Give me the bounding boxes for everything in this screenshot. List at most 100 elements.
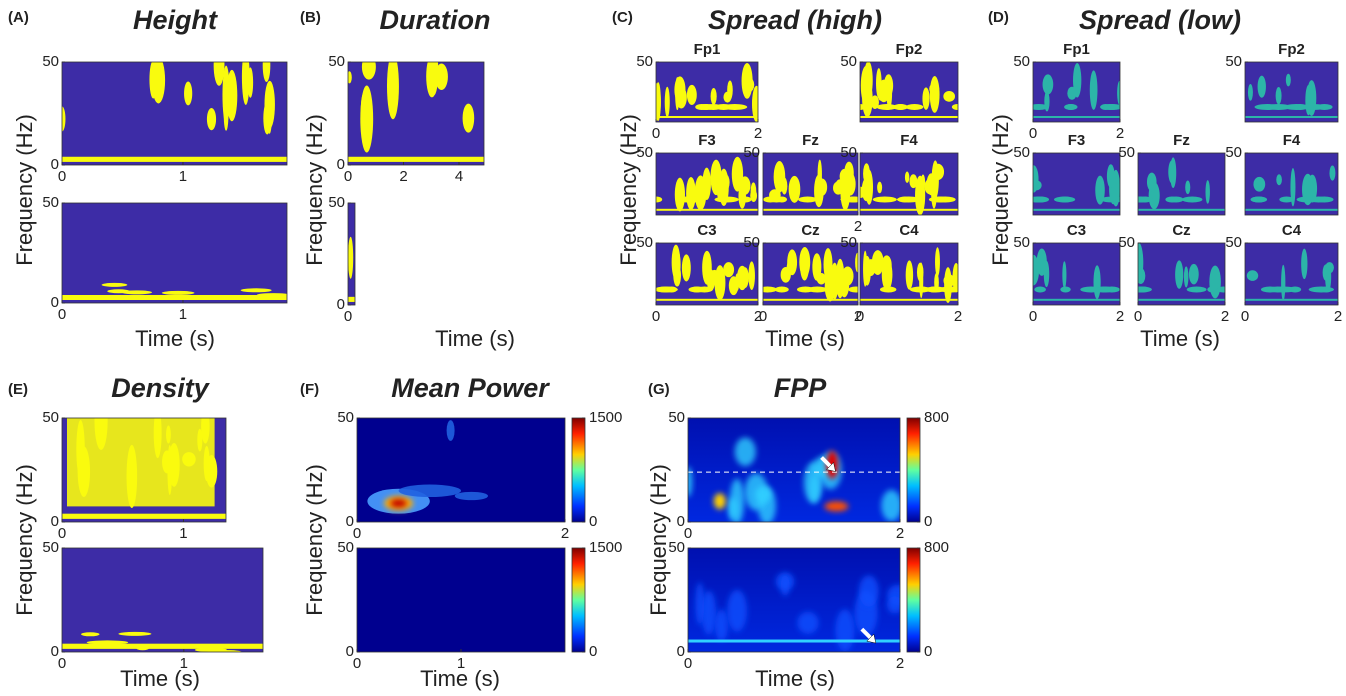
heatmap-blob xyxy=(727,589,748,632)
heatmap-blob xyxy=(1080,286,1103,293)
heatmap-blob xyxy=(909,286,932,293)
heatmap-blob xyxy=(788,175,801,203)
heatmap-blob xyxy=(729,478,745,522)
heatmap-blob xyxy=(1279,196,1294,203)
plot xyxy=(656,153,758,215)
arrow-head xyxy=(866,633,877,644)
heatmap-blob xyxy=(656,196,663,203)
heatmap-blob xyxy=(688,286,706,293)
colorbar xyxy=(571,417,586,523)
heatmap-blob xyxy=(207,649,242,652)
plot-frame xyxy=(1032,61,1121,123)
subplot-title: Cz xyxy=(1172,222,1190,239)
heatmap-blob xyxy=(454,491,489,501)
heatmap-blob xyxy=(263,101,272,135)
colorbar-tick-label: 0 xyxy=(589,643,597,660)
plot xyxy=(348,62,484,165)
heatmap-blob xyxy=(863,250,868,287)
heatmap-blob xyxy=(931,172,938,209)
x-tick-label: 0 xyxy=(1029,125,1037,142)
heatmap-blob xyxy=(710,87,717,105)
heatmap-blob xyxy=(881,489,900,522)
panel-letter: (B) xyxy=(300,9,321,26)
heatmap-blob xyxy=(848,286,858,293)
y-tick-label: 50 xyxy=(636,144,653,161)
y-tick-label: 0 xyxy=(337,296,345,313)
colorbar xyxy=(906,417,921,523)
heatmap-blob xyxy=(872,196,897,203)
heatmap-bg xyxy=(62,203,287,303)
x-tick-label: 0 xyxy=(1134,308,1142,325)
heatmap-blob xyxy=(741,267,749,288)
subplot-title: F3 xyxy=(698,132,716,149)
heatmap-band xyxy=(1138,208,1225,211)
plot xyxy=(348,203,355,305)
heatmap-blob xyxy=(1138,243,1144,283)
heatmap-blob xyxy=(1321,286,1332,293)
heatmap-blob xyxy=(781,177,788,195)
plot xyxy=(1033,243,1120,305)
heatmap-blob xyxy=(136,646,149,651)
heatmap-blob xyxy=(1276,174,1282,186)
panel-title: Spread (high) xyxy=(708,5,882,35)
heatmap-blob xyxy=(704,104,723,110)
plot xyxy=(763,153,858,215)
heatmap-blob xyxy=(1306,80,1317,116)
heatmap-blob xyxy=(390,499,407,508)
y-tick-label: 50 xyxy=(1013,234,1030,251)
heatmap-blob xyxy=(1034,286,1046,293)
colorbar xyxy=(906,547,921,653)
x-tick-label: 0 xyxy=(353,525,361,542)
heatmap-blob xyxy=(1296,196,1320,203)
heatmap-blob xyxy=(435,63,448,90)
arrow xyxy=(860,627,873,640)
heatmap-blob xyxy=(681,254,691,282)
plot-frame xyxy=(61,202,288,304)
heatmap-blob xyxy=(702,250,712,285)
heatmap-blob xyxy=(751,85,758,122)
heatmap-blob xyxy=(1301,248,1308,280)
heatmap-blob xyxy=(768,196,785,203)
x-tick-label: 0 xyxy=(353,655,361,672)
x-axis-label: Time (s) xyxy=(420,666,500,691)
heatmap-blob xyxy=(879,286,897,293)
x-tick-label: 0 xyxy=(344,168,352,185)
heatmap-blob xyxy=(798,196,818,203)
y-tick-label: 50 xyxy=(1118,144,1135,161)
heatmap-blob xyxy=(750,182,757,200)
heatmap-blob xyxy=(1036,248,1047,276)
heatmap-blob xyxy=(86,640,129,645)
subplot-title: Fp2 xyxy=(896,41,923,58)
plot-frame xyxy=(655,61,759,123)
plot xyxy=(656,243,758,305)
heatmap-blob xyxy=(206,108,217,131)
heatmap-blob xyxy=(1175,260,1184,289)
heatmap-blob xyxy=(695,104,708,110)
colorbar-tick-label: 0 xyxy=(589,513,597,530)
panel-letter: (D) xyxy=(988,9,1009,26)
heatmap-blob xyxy=(919,262,924,299)
heatmap-blob xyxy=(734,273,740,291)
heatmap-blob xyxy=(1103,286,1120,293)
plot xyxy=(1245,153,1338,215)
subplot-title: F4 xyxy=(900,132,918,149)
heatmap-bg xyxy=(656,62,758,122)
heatmap-band xyxy=(348,296,355,302)
heatmap-band xyxy=(1245,116,1338,118)
heatmap-blob xyxy=(1062,261,1067,289)
subplot-title: C4 xyxy=(1282,222,1302,239)
x-tick-label: 0 xyxy=(684,655,692,672)
panel-letter: (C) xyxy=(612,9,633,26)
heatmap-blob xyxy=(710,269,719,285)
plot xyxy=(1245,62,1338,122)
heatmap-blob xyxy=(1042,74,1054,95)
plot xyxy=(62,62,287,165)
y-tick-label: 50 xyxy=(328,53,345,70)
heatmap-blob xyxy=(877,88,884,101)
heatmap-blob xyxy=(1117,80,1120,106)
y-tick-label: 0 xyxy=(51,643,59,660)
heatmap-blob xyxy=(702,167,711,201)
y-tick-label: 50 xyxy=(42,539,59,556)
plot xyxy=(62,548,263,652)
